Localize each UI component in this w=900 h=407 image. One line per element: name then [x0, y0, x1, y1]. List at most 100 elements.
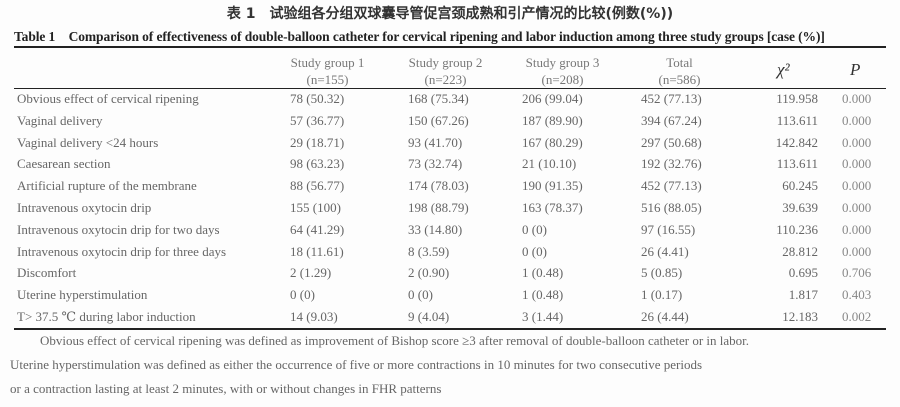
- group3-value: 190 (91.35): [522, 178, 583, 194]
- table-row: Intravenous oxytocin drip for three days…: [0, 244, 900, 265]
- p-value: 0.706: [842, 265, 872, 281]
- row-label: Uterine hyperstimulation: [17, 287, 148, 303]
- chi-square-value: 12.183: [782, 309, 818, 324]
- table-title-english: Table 1 Comparison of effectiveness of d…: [14, 29, 825, 44]
- group3-value: 21 (10.10): [522, 156, 577, 172]
- table-row: Vaginal delivery <24 hours 29 (18.71) 93 (…: [0, 135, 900, 156]
- p-value: 0.000: [842, 200, 872, 215]
- p-value: 0.000: [842, 134, 872, 150]
- p-value: 0.002: [842, 309, 872, 324]
- footnote-3: or a contraction lasting at least 2 minu…: [10, 381, 442, 396]
- total-value: 26 (4.41): [641, 243, 689, 259]
- group3-value: 187 (89.90): [522, 112, 583, 128]
- group3-value: 0 (0): [522, 221, 547, 237]
- total-value: 516 (88.05): [641, 200, 702, 215]
- top-rule: [14, 46, 886, 48]
- group1-value: 57 (36.77): [290, 112, 345, 128]
- chi-square-value: 113.611: [776, 112, 818, 128]
- row-label: Intravenous oxytocin drip: [17, 200, 152, 215]
- group3-value: 206 (99.04): [522, 91, 583, 106]
- group2-value: 93 (41.70): [408, 134, 463, 150]
- header-group3: Study group 3 (n=208): [505, 54, 620, 88]
- group1-value: 78 (50.32): [290, 91, 345, 106]
- table-row: Intravenous oxytocin drip for two days 64…: [0, 222, 900, 243]
- group2-value: 168 (75.34): [408, 91, 469, 106]
- header-rule: [14, 88, 886, 89]
- header-group1: Study group 1 (n=155): [270, 54, 385, 88]
- header-total: Total (n=586): [622, 54, 737, 88]
- footnote-1: Obvious effect of cervical ripening was …: [40, 333, 750, 348]
- chi-square-value: 110.236: [776, 221, 818, 237]
- table-row: Discomfort 2 (1.29) 2 (0.90) 1 (0.48) 5 (0.8…: [0, 265, 900, 286]
- row-label: Vaginal delivery: [17, 112, 103, 128]
- group3-value: 1 (0.48): [522, 265, 564, 281]
- group2-value: 198 (88.79): [408, 200, 469, 215]
- chi-square-value: 119.958: [776, 91, 818, 106]
- group2-value: 174 (78.03): [408, 178, 469, 194]
- row-label: Discomfort: [17, 265, 77, 281]
- group1-value: 88 (56.77): [290, 178, 345, 194]
- group3-value: 1 (0.48): [522, 287, 564, 303]
- header-label: Study group 2: [408, 55, 483, 70]
- group2-value: 73 (32.74): [408, 156, 463, 172]
- total-value: 1 (0.17): [641, 287, 683, 303]
- row-label: Artificial rupture of the membrane: [17, 178, 197, 194]
- header-label: Total: [666, 55, 693, 70]
- table-row: Intravenous oxytocin drip 155 (100) 198 (8…: [0, 200, 900, 221]
- row-label: T> 37.5 ℃ during labor induction: [17, 309, 196, 324]
- group3-value: 3 (1.44): [522, 309, 564, 324]
- header-n: (n=155): [306, 72, 349, 87]
- p-value: 0.000: [842, 243, 872, 259]
- row-label: Vaginal delivery <24 hours: [17, 134, 159, 150]
- total-value: 452 (77.13): [641, 178, 702, 194]
- table-row: Caesarean section 98 (63.23) 73 (32.74) 21 …: [0, 156, 900, 177]
- p-value: 0.000: [842, 112, 872, 128]
- chi-square-value: 113.611: [776, 156, 818, 172]
- table-row: Artificial rupture of the membrane 88 (56…: [0, 178, 900, 199]
- group2-value: 9 (4.04): [408, 309, 450, 324]
- chi-square-value: 142.842: [775, 134, 818, 150]
- group1-value: 18 (11.61): [290, 243, 344, 259]
- group1-value: 29 (18.71): [290, 134, 345, 150]
- p-value: 0.000: [842, 91, 872, 106]
- total-value: 452 (77.13): [641, 91, 702, 106]
- header-label: Study group 1: [290, 55, 365, 70]
- group3-value: 163 (78.37): [522, 200, 583, 215]
- group1-value: 14 (9.03): [290, 309, 338, 324]
- table-row: Obvious effect of cervical ripening 78 (5…: [0, 91, 900, 112]
- p-value: 0.000: [842, 178, 872, 194]
- p-value: 0.000: [842, 156, 872, 172]
- row-label: Intravenous oxytocin drip for three days: [17, 243, 227, 259]
- group2-value: 8 (3.59): [408, 243, 450, 259]
- group2-value: 2 (0.90): [408, 265, 450, 281]
- group1-value: 64 (41.29): [290, 221, 345, 237]
- chi-square-value: 1.817: [788, 287, 818, 303]
- group2-value: 33 (14.80): [408, 221, 463, 237]
- group3-value: 167 (80.29): [522, 134, 583, 150]
- group3-value: 0 (0): [522, 243, 547, 259]
- header-n: (n=208): [541, 72, 584, 87]
- header-p: P: [850, 60, 861, 79]
- chi-square-value: 0.695: [788, 265, 818, 281]
- chi-square-value: 60.245: [782, 178, 818, 194]
- chi-square-value: 28.812: [782, 243, 818, 259]
- chi-square-value: 39.639: [782, 200, 818, 215]
- header-chi-square: χ²: [777, 60, 790, 79]
- table-title-chinese: 表 1 试验组各分组双球囊导管促宫颈成熟和引产情况的比较(例数(%)): [226, 6, 674, 22]
- total-value: 26 (4.44): [641, 309, 689, 324]
- total-value: 5 (0.85): [641, 265, 683, 281]
- total-value: 97 (16.55): [641, 221, 696, 237]
- group2-value: 0 (0): [408, 287, 433, 303]
- group1-value: 155 (100): [290, 200, 341, 215]
- total-value: 192 (32.76): [641, 156, 702, 172]
- header-n: (n=223): [424, 72, 467, 87]
- table-row: Vaginal delivery 57 (36.77) 150 (67.26) 187…: [0, 113, 900, 134]
- group1-value: 0 (0): [290, 287, 315, 303]
- table-row: Uterine hyperstimulation 0 (0) 0 (0) 1 (0.4…: [0, 287, 900, 308]
- row-label: Obvious effect of cervical ripening: [17, 91, 199, 106]
- group2-value: 150 (67.26): [408, 112, 469, 128]
- header-n: (n=586): [658, 72, 701, 87]
- total-value: 394 (67.24): [641, 112, 702, 128]
- group1-value: 2 (1.29): [290, 265, 332, 281]
